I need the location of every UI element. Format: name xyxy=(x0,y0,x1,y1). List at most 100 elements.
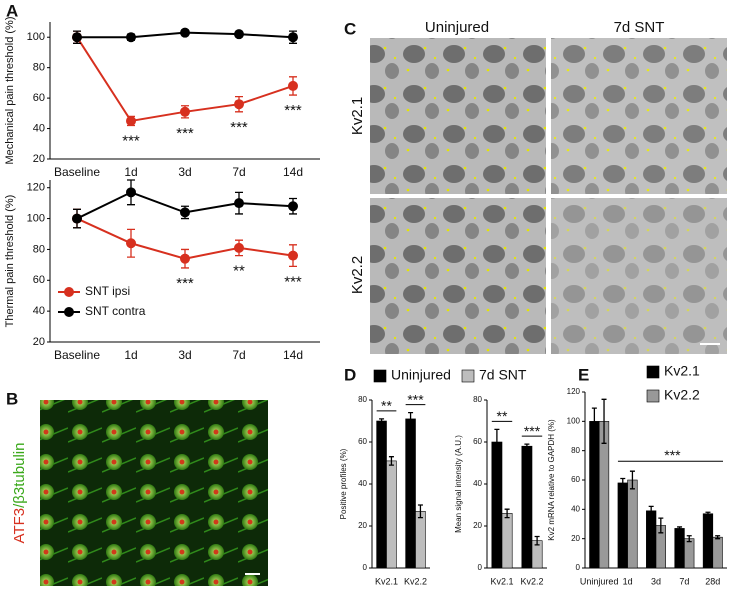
legend-label: SNT contra xyxy=(85,304,146,318)
y-tick-label: 80 xyxy=(33,62,45,74)
point xyxy=(180,207,190,218)
x-tick-label: Kv2.1 xyxy=(490,576,513,586)
significance: ** xyxy=(381,398,392,414)
bar xyxy=(521,445,533,569)
y-tick-label: 120 xyxy=(567,387,581,396)
y-axis-label: Mechanical pain threshold (%) xyxy=(4,17,16,165)
micrograph-overlay xyxy=(551,198,727,354)
significance: *** xyxy=(230,119,248,136)
panel-letter: C xyxy=(344,19,356,38)
error-bar xyxy=(677,526,683,531)
point xyxy=(72,213,82,224)
error-bar xyxy=(629,470,635,490)
error-bar xyxy=(591,407,597,436)
legend-swatch xyxy=(646,365,660,379)
point xyxy=(180,253,190,264)
x-tick-label: Baseline xyxy=(54,348,100,362)
y-tick-label: 60 xyxy=(33,92,45,104)
bar xyxy=(684,538,695,569)
y-axis-label: Thermal pain threshold (%) xyxy=(4,195,16,328)
x-tick-label: 7d xyxy=(232,165,245,179)
error-bar xyxy=(534,535,540,546)
significance: ** xyxy=(233,263,245,280)
significance: *** xyxy=(176,275,194,292)
x-tick-label: Kv2.1 xyxy=(375,576,398,586)
error-bar xyxy=(408,411,414,426)
y-tick-label: 0 xyxy=(576,563,581,572)
y-tick-label: 60 xyxy=(571,475,580,484)
legend-marker xyxy=(64,287,74,297)
significance: *** xyxy=(122,132,140,149)
stain-red: ATF3 xyxy=(11,508,28,544)
point xyxy=(288,80,298,91)
bar xyxy=(415,510,426,569)
point xyxy=(234,99,244,110)
x-tick-label: Kv2.2 xyxy=(520,576,543,586)
panel-letter: A xyxy=(6,1,18,20)
y-tick-label: 60 xyxy=(473,437,482,446)
point xyxy=(288,32,298,43)
y-tick-label: 40 xyxy=(571,504,580,513)
panel-letter: D xyxy=(344,365,356,384)
y-tick-label: 0 xyxy=(478,563,483,572)
bar xyxy=(491,441,503,569)
y-tick-label: 20 xyxy=(473,521,482,530)
column-label: 7d SNT xyxy=(614,19,665,36)
legend-label: SNT ipsi xyxy=(85,284,130,298)
stain-label: ATF3/β3tubulin xyxy=(11,443,28,544)
significance: ** xyxy=(497,408,508,424)
bar xyxy=(674,528,685,569)
legend-label: Kv2.2 xyxy=(664,387,700,403)
error-bar xyxy=(379,418,385,424)
x-tick-label: 7d xyxy=(232,348,245,362)
legend-label: 7d SNT xyxy=(479,367,527,383)
y-tick-label: 20 xyxy=(33,153,45,165)
panel-letter: E xyxy=(578,365,589,384)
significance: *** xyxy=(524,423,541,439)
bar xyxy=(589,421,600,569)
y-tick-label: 40 xyxy=(473,479,482,488)
x-tick-label: 1d xyxy=(124,348,137,362)
point xyxy=(72,32,82,43)
row-label: Kv2.2 xyxy=(349,256,366,294)
y-tick-label: 80 xyxy=(473,395,482,404)
column-label: Uninjured xyxy=(425,19,489,36)
point xyxy=(126,115,136,126)
bar xyxy=(646,510,657,569)
x-tick-label: 28d xyxy=(705,576,720,586)
point xyxy=(288,201,298,212)
error-bar xyxy=(494,428,500,456)
y-tick-label: 40 xyxy=(33,305,45,317)
x-tick-label: 3d xyxy=(178,165,191,179)
error-bar xyxy=(686,535,692,543)
bar xyxy=(501,513,513,569)
x-tick-label: 3d xyxy=(651,576,661,586)
error-bar xyxy=(620,477,626,488)
legend-swatch xyxy=(373,369,387,383)
error-bar xyxy=(417,504,423,519)
significance: *** xyxy=(407,391,424,407)
significance: *** xyxy=(284,102,302,119)
error-bar xyxy=(601,398,607,444)
y-tick-label: 40 xyxy=(358,479,367,488)
panel-letter: B xyxy=(6,389,18,408)
y-axis-label: Mean signal intensity (A.U.) xyxy=(454,435,463,533)
y-tick-label: 20 xyxy=(33,336,45,348)
x-tick-label: 3d xyxy=(178,348,191,362)
bar xyxy=(376,420,387,569)
bar xyxy=(712,536,723,569)
error-bar xyxy=(524,443,530,449)
point xyxy=(234,242,244,253)
stain-green: /β3tubulin xyxy=(11,443,28,508)
point xyxy=(234,198,244,209)
point xyxy=(180,106,190,117)
micrograph xyxy=(370,38,546,194)
y-tick-label: 40 xyxy=(33,122,45,134)
x-tick-label: 14d xyxy=(283,348,303,362)
point xyxy=(126,238,136,249)
y-tick-label: 0 xyxy=(363,563,368,572)
legend-label: Uninjured xyxy=(391,367,451,383)
legend-marker xyxy=(64,307,74,317)
bar xyxy=(702,513,714,569)
